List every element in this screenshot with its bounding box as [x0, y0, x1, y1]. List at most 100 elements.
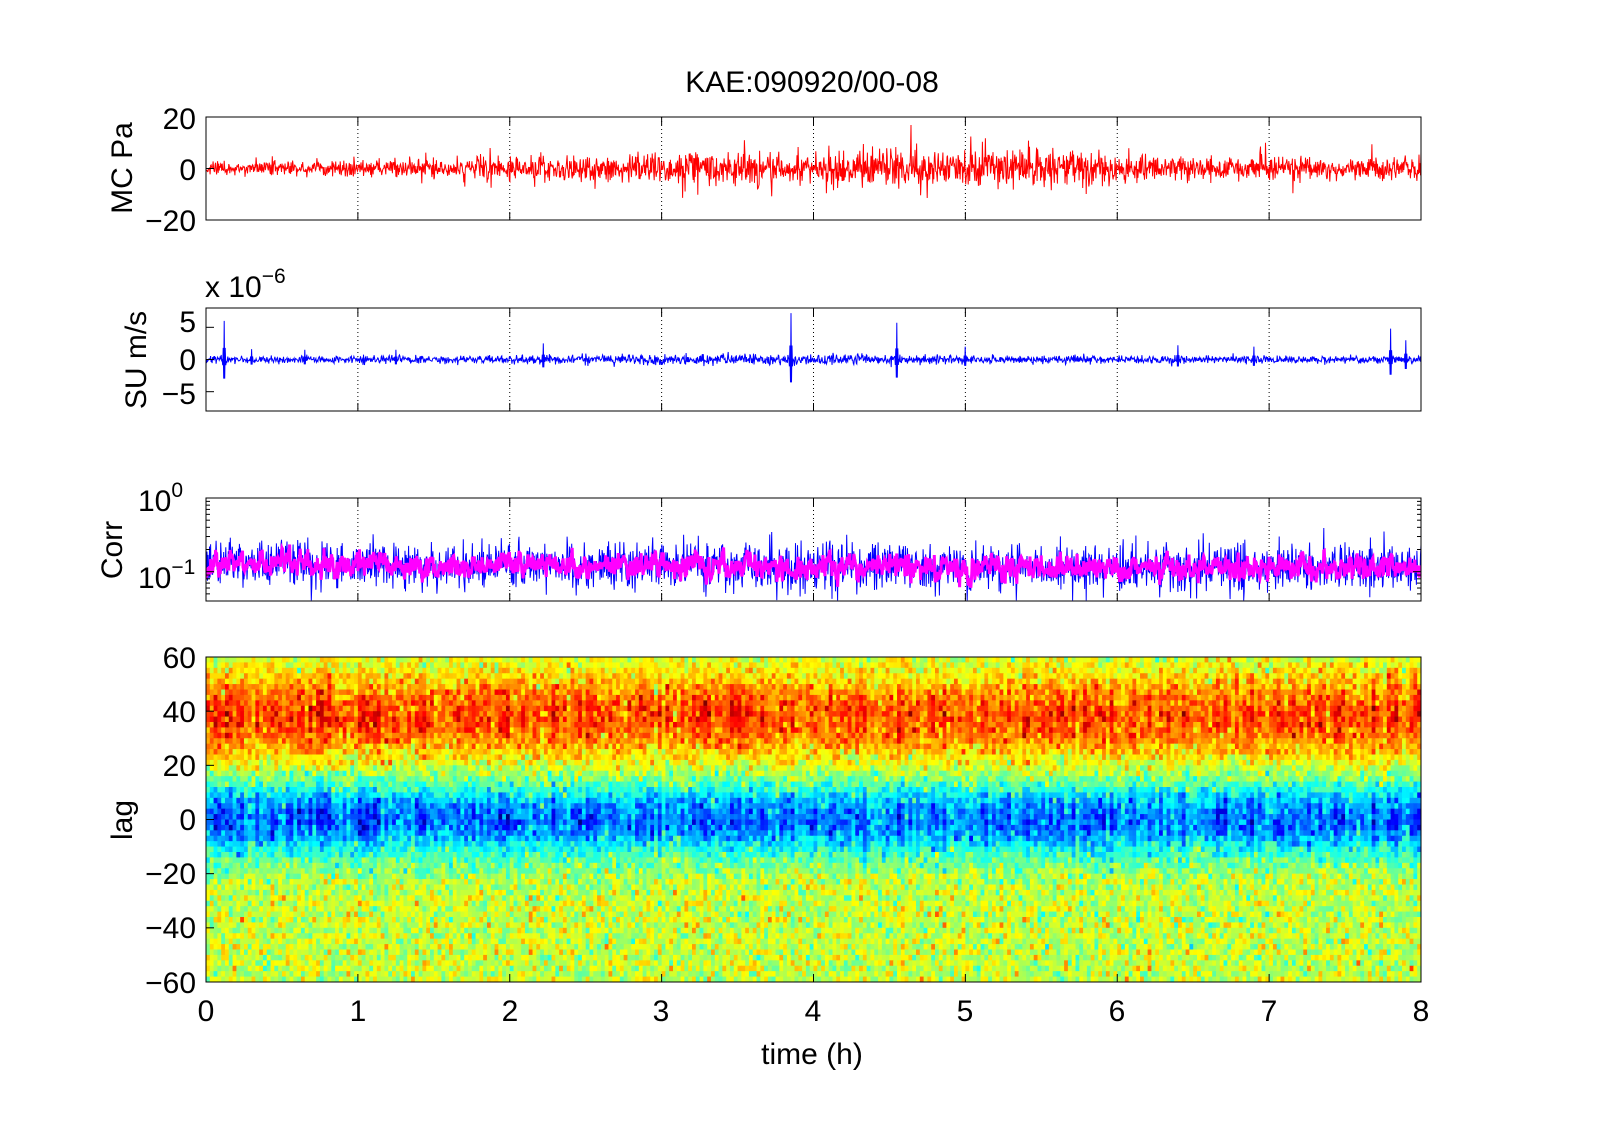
heat-cell [1159, 700, 1164, 707]
heat-cell [638, 689, 644, 696]
heat-cell [562, 722, 568, 729]
heat-cell [243, 722, 249, 729]
heat-cell [357, 711, 363, 718]
heat-cell [976, 662, 982, 669]
heat-cell [1212, 716, 1217, 723]
heat-cell [851, 689, 856, 696]
heat-cell [912, 732, 917, 739]
heat-cell [1018, 684, 1023, 691]
heat-cell [452, 705, 458, 712]
heat-cell [748, 732, 754, 739]
heat-cell [327, 732, 332, 739]
heat-cell [243, 662, 249, 669]
heat-cell [908, 722, 913, 729]
heat-cell [957, 694, 963, 701]
heat-cell [1056, 722, 1061, 729]
heat-cell [912, 678, 917, 685]
heat-cell [836, 684, 841, 691]
heat-cell [437, 667, 443, 674]
heat-cell [1318, 727, 1323, 734]
heat-cell [855, 657, 860, 664]
heat-cell [984, 716, 989, 723]
heat-cell [1299, 667, 1304, 674]
heat-cell [612, 657, 617, 664]
heat-cell [274, 700, 279, 707]
heat-cell [703, 722, 708, 729]
heat-cell [676, 716, 682, 723]
heat-cell [1307, 711, 1312, 718]
heat-cell [1147, 700, 1153, 707]
heat-cell [1162, 684, 1168, 691]
heat-cell [380, 662, 386, 669]
heat-cell [980, 657, 985, 664]
heat-cell [809, 705, 815, 712]
heat-cell [297, 662, 302, 669]
heat-cell [657, 727, 663, 734]
heat-cell [1162, 694, 1168, 701]
heat-cell [524, 732, 530, 739]
heat-cell [957, 711, 963, 718]
heat-cell [1223, 705, 1228, 712]
heat-cell [878, 716, 883, 723]
heat-cell [752, 684, 758, 691]
heat-cell [631, 722, 636, 729]
heat-cell [430, 673, 435, 680]
heat-cell [779, 678, 784, 685]
heat-cell [1394, 705, 1399, 712]
heat-cell [855, 716, 860, 723]
heat-cell [555, 716, 560, 723]
heat-cell [1234, 727, 1240, 734]
heat-cell [889, 700, 894, 707]
heat-cell [1409, 657, 1415, 664]
heat-cell [1405, 711, 1411, 718]
heat-cell [426, 689, 431, 696]
heat-cell [247, 684, 253, 691]
heat-cell [1333, 684, 1339, 691]
heat-cell [897, 684, 902, 691]
heat-cell [236, 700, 241, 707]
heat-cell [350, 711, 355, 718]
heat-cell [938, 700, 944, 707]
heat-cell [1219, 684, 1225, 691]
heat-cell [342, 689, 348, 696]
heat-cell [578, 657, 583, 664]
heat-cell [581, 700, 587, 707]
heat-cell [627, 705, 632, 712]
heat-cell [790, 667, 796, 674]
heat-cell [1379, 700, 1384, 707]
heat-cell [870, 700, 875, 707]
heat-cell [1178, 689, 1183, 696]
heat-cell [232, 657, 237, 664]
heat-cell [236, 662, 241, 669]
heat-cell [1010, 722, 1016, 729]
heat-cell [540, 716, 545, 723]
heat-cell [798, 694, 803, 701]
heat-cell [969, 722, 974, 729]
heat-cell [741, 705, 746, 712]
heat-cell [688, 732, 693, 739]
heat-cell [1014, 711, 1020, 718]
heat-cell [1136, 722, 1141, 729]
heat-cell [270, 727, 275, 734]
heat-cell [285, 673, 291, 680]
heat-cell [631, 711, 636, 718]
heat-cell [726, 722, 731, 729]
heat-cell [551, 673, 556, 680]
heat-cell [1307, 673, 1312, 680]
heat-cell [437, 684, 443, 691]
heat-cell [874, 705, 879, 712]
heat-cell [1029, 689, 1035, 696]
heat-cell [559, 700, 564, 707]
heat-cell [392, 673, 397, 680]
heat-cell [608, 673, 613, 680]
heat-cell [483, 684, 488, 691]
heat-cell [756, 678, 761, 685]
heat-cell [1056, 667, 1061, 674]
heat-cell [232, 689, 237, 696]
heat-cell [437, 689, 443, 696]
heat-cell [335, 700, 340, 707]
heat-cell [240, 684, 245, 691]
heat-cell [1189, 678, 1194, 685]
heat-cell [1083, 705, 1088, 712]
heat-cell [904, 700, 910, 707]
